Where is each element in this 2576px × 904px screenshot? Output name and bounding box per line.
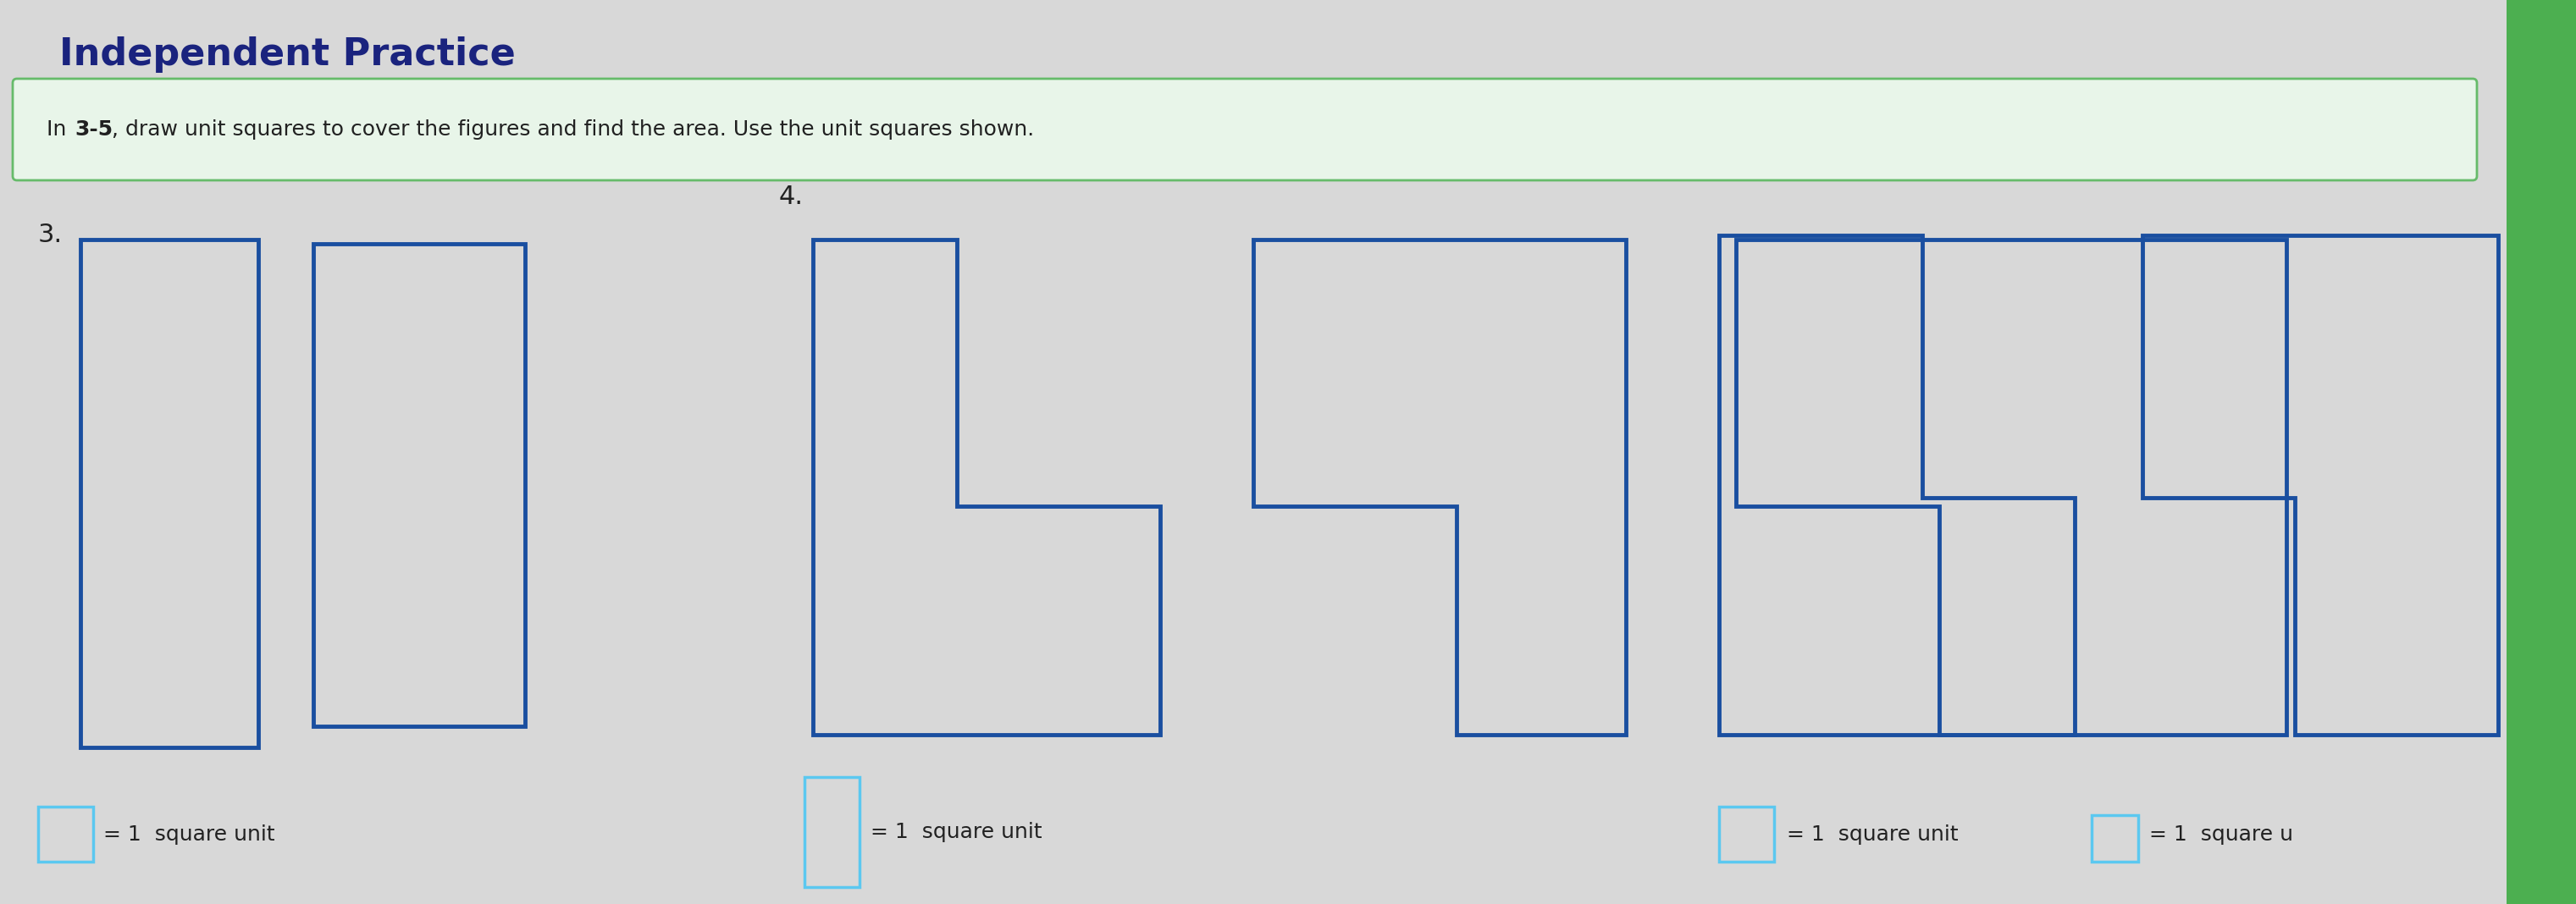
Text: 4.: 4. (778, 184, 804, 209)
Text: = 1  square unit: = 1 square unit (1788, 824, 1958, 844)
Bar (2506, 0, 2576, 904)
Text: = 1  square unit: = 1 square unit (103, 824, 276, 844)
Text: , draw unit squares to cover the figures and find the area. Use the unit squares: , draw unit squares to cover the figures… (111, 119, 1033, 139)
Text: Independent Practice: Independent Practice (59, 36, 515, 73)
Text: 3.: 3. (39, 222, 62, 247)
Bar (39, 806, 93, 862)
Text: In: In (46, 119, 72, 139)
Bar (314, 244, 526, 726)
Bar (80, 240, 258, 748)
Bar (804, 777, 860, 887)
Bar (1718, 806, 1775, 862)
Text: = 1  square u: = 1 square u (2148, 824, 2293, 844)
FancyBboxPatch shape (13, 79, 2478, 180)
Text: 3-5: 3-5 (75, 119, 113, 139)
Text: = 1  square unit: = 1 square unit (871, 822, 1043, 843)
Bar (2092, 815, 2138, 862)
